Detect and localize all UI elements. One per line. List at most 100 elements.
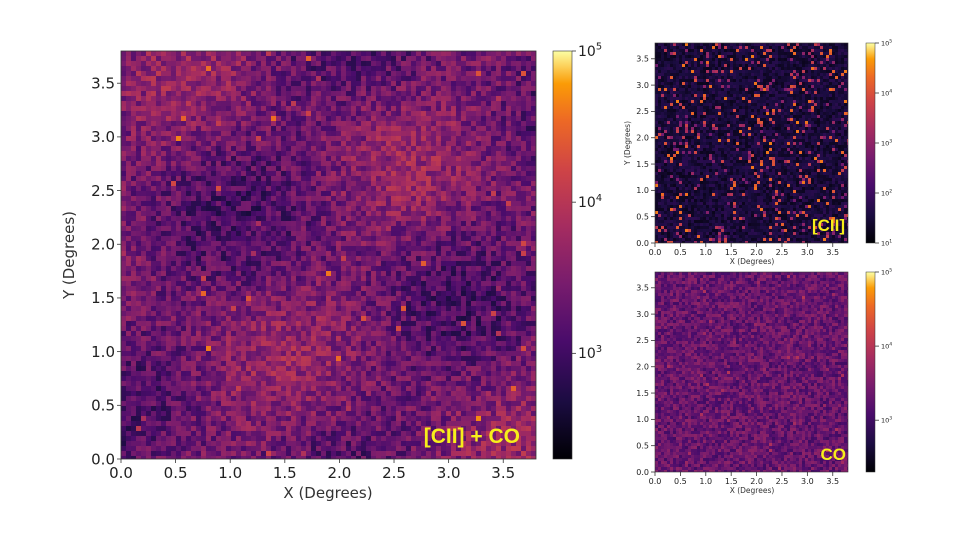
map-cell	[171, 76, 176, 81]
map-cell	[311, 181, 316, 186]
map-cell	[401, 331, 406, 336]
map-cell	[301, 341, 306, 346]
map-cell	[501, 61, 506, 66]
map-cell	[336, 221, 341, 226]
map-cell	[141, 76, 146, 81]
map-cell	[521, 231, 526, 236]
map-cell	[506, 181, 511, 186]
map-cell	[286, 171, 291, 176]
map-cell	[446, 111, 451, 116]
map-cell	[426, 296, 431, 301]
map-cell	[286, 246, 291, 251]
map-cell	[146, 331, 151, 336]
map-cell	[366, 336, 371, 341]
map-cell	[241, 226, 246, 231]
map-cell	[166, 251, 171, 256]
map-cell	[156, 226, 161, 231]
map-cell	[331, 206, 336, 211]
map-cell	[326, 231, 331, 236]
map-cell	[441, 51, 446, 56]
map-cell	[256, 181, 261, 186]
map-cell	[131, 351, 136, 356]
map-cell	[181, 236, 186, 241]
map-cell	[121, 76, 126, 81]
map-cell	[296, 221, 301, 226]
map-cell	[416, 81, 421, 86]
map-cell	[491, 101, 496, 106]
map-cell	[491, 321, 496, 326]
map-cell	[181, 311, 186, 316]
map-cell	[136, 326, 141, 331]
map-cell	[226, 286, 231, 291]
map-cell	[211, 126, 216, 131]
map-cell	[466, 341, 471, 346]
map-cell	[231, 271, 236, 276]
map-cell	[316, 311, 321, 316]
map-cell	[296, 226, 301, 231]
map-cell	[151, 61, 156, 66]
map-cell	[301, 221, 306, 226]
map-cell	[476, 51, 481, 56]
map-cell	[336, 216, 341, 221]
map-cell	[206, 341, 211, 346]
map-cell	[301, 241, 306, 246]
map-cell	[531, 71, 536, 76]
map-cell	[461, 306, 466, 311]
map-cell	[271, 166, 276, 171]
map-cell	[451, 311, 456, 316]
map-cell	[301, 181, 306, 186]
map-cell	[521, 221, 526, 226]
map-cell	[271, 341, 276, 346]
map-cell	[376, 201, 381, 206]
map-cell	[136, 126, 141, 131]
map-cell	[531, 241, 536, 246]
map-cell	[521, 296, 526, 301]
map-cell	[451, 61, 456, 66]
map-cell	[296, 71, 301, 76]
map-cell	[351, 271, 356, 276]
map-cell	[356, 81, 361, 86]
map-cell	[371, 246, 376, 251]
map-cell	[521, 96, 526, 101]
map-cell	[421, 156, 426, 161]
map-cell	[271, 51, 276, 56]
map-cell	[161, 346, 166, 351]
map-cell	[216, 221, 221, 226]
map-cell	[321, 311, 326, 316]
map-cell	[376, 56, 381, 61]
map-cell	[386, 91, 391, 96]
map-cell	[256, 231, 261, 236]
map-cell	[511, 196, 516, 201]
map-cell	[436, 91, 441, 96]
map-cell	[266, 51, 271, 56]
map-cell	[381, 191, 386, 196]
map-cell	[306, 206, 311, 211]
map-cell	[241, 106, 246, 111]
map-cell	[466, 246, 471, 251]
map-cell	[216, 316, 221, 321]
map-cell	[381, 251, 386, 256]
map-cell	[306, 216, 311, 221]
map-cell	[206, 146, 211, 151]
map-cell	[466, 226, 471, 231]
map-cell	[191, 321, 196, 326]
map-cell	[256, 61, 261, 66]
map-cell	[411, 321, 416, 326]
map-cell	[451, 156, 456, 161]
map-cell	[321, 341, 326, 346]
map-cell	[406, 206, 411, 211]
map-cell	[431, 176, 436, 181]
map-cell	[486, 346, 491, 351]
map-cell	[306, 71, 311, 76]
map-cell	[221, 241, 226, 246]
map-cell	[256, 246, 261, 251]
map-cell	[126, 196, 131, 201]
map-cell	[146, 311, 151, 316]
map-cell	[471, 151, 476, 156]
map-cell	[376, 161, 381, 166]
map-cell	[471, 301, 476, 306]
map-cell	[326, 221, 331, 226]
map-cell	[181, 261, 186, 266]
map-cell	[176, 181, 181, 186]
map-cell	[306, 111, 311, 116]
